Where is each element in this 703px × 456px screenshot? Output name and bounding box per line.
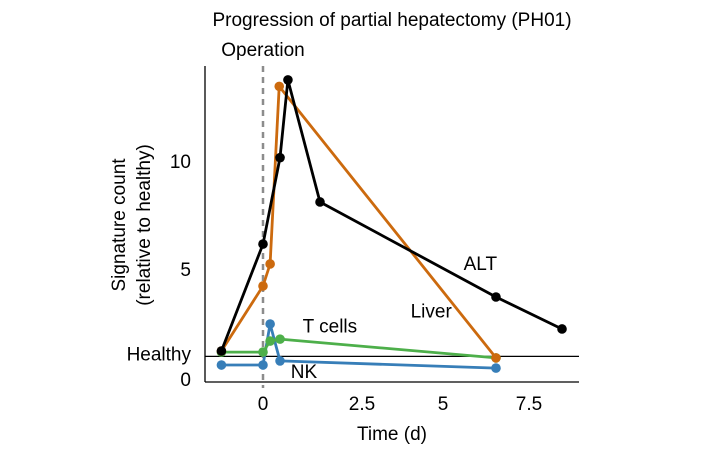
data-point-nk: [275, 356, 285, 366]
data-point-t-cells: [265, 336, 275, 346]
axes: Operation 0 2.5 5 7.5 0 Healthy 5 10: [127, 40, 579, 415]
data-point-liver: [258, 281, 268, 291]
series-alt: [216, 75, 567, 356]
x-tick-label: 0: [258, 394, 269, 415]
data-point-alt: [216, 346, 227, 356]
data-point-alt: [275, 152, 285, 163]
data-point-nk: [265, 319, 275, 329]
data-point-t-cells: [275, 334, 285, 344]
series-nk: [216, 319, 501, 373]
data-point-liver: [274, 81, 285, 92]
data-point-liver: [265, 259, 275, 269]
x-tick-label: 7.5: [516, 394, 542, 415]
x-tick-label: 2.5: [349, 394, 375, 415]
data-point-alt: [315, 197, 325, 207]
data-point-liver: [491, 353, 501, 363]
y-axis-label-line2: (relative to healthy): [134, 144, 155, 306]
y-tick-label: 0: [180, 370, 191, 391]
x-tick-label: 5: [438, 394, 449, 415]
labels-layer: NK T cells Liver ALT: [291, 254, 498, 383]
data-point-alt: [491, 292, 501, 302]
y-tick-label: 10: [170, 152, 191, 173]
chart-title: Progression of partial hepatectomy (PH01…: [212, 10, 571, 31]
y-tick-label: Healthy: [127, 344, 192, 365]
series-label-liver: Liver: [411, 302, 453, 323]
x-axis-label: Time (d): [357, 424, 427, 445]
series-t-cells: [216, 334, 501, 363]
data-point-alt: [557, 324, 567, 334]
operation-label: Operation: [221, 40, 304, 61]
data-point-nk: [491, 363, 501, 373]
data-point-alt: [283, 75, 293, 85]
data-point-nk: [216, 360, 227, 370]
series-label-alt: ALT: [464, 254, 498, 275]
y-tick-label: 5: [180, 260, 191, 281]
data-point-nk: [258, 360, 268, 370]
y-axis-label-line1: Signature count: [109, 158, 130, 292]
series-label-t-cells: T cells: [303, 317, 358, 338]
series-label-nk: NK: [291, 362, 318, 383]
data-point-alt: [258, 239, 268, 249]
data-point-t-cells: [258, 347, 268, 357]
series-layer: [216, 75, 567, 373]
